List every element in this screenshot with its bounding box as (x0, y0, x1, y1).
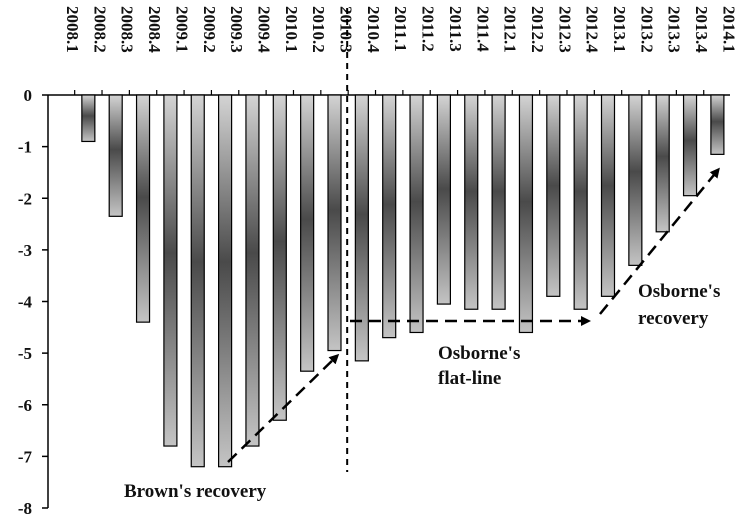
osbornes-recovery-arrow (599, 167, 720, 315)
category-label-2010.2: 2010.2 (309, 6, 328, 53)
bar-2010.1 (272, 94, 287, 421)
bar-2010.4 (354, 94, 369, 362)
osbornes-flat-line-label-line2: flat-line (438, 368, 501, 389)
bar-2010.3 (327, 94, 342, 352)
bar-2012.3 (546, 94, 561, 297)
bar-2011.4 (464, 94, 479, 310)
category-label-2009.2: 2009.2 (200, 6, 219, 53)
category-label-2013.2: 2013.2 (637, 6, 656, 53)
category-label-2011.3: 2011.3 (446, 6, 465, 52)
osbornes-recovery-label-line1: Osborne's (638, 281, 720, 302)
bar-2008.3 (108, 94, 123, 217)
category-label-2013.3: 2013.3 (665, 6, 684, 53)
category-label-2008.2: 2008.2 (90, 6, 109, 53)
category-labels: 2008.1 2008.2 2008.3 2008.4 2009.1 2009.2 2009… (63, 6, 738, 53)
osbornes-flat-line-label-line1: Osborne's (438, 343, 520, 364)
category-label-2010.1: 2010.1 (282, 6, 301, 53)
y-tick-label: 0 (24, 86, 33, 105)
y-tick-label: -2 (18, 189, 32, 208)
bars-layer (81, 94, 725, 468)
category-label-2012.1: 2012.1 (501, 6, 520, 53)
bar-2009.3 (218, 94, 233, 468)
bar-2011.1 (382, 94, 397, 339)
y-tick-label: -5 (18, 344, 32, 363)
category-label-2013.1: 2013.1 (610, 6, 629, 53)
axis-layer: 0 -1 -2 -3 -4 -5 -6 -7 -8 (18, 86, 730, 518)
browns-recovery-arrow (227, 353, 340, 463)
bar-2011.3 (436, 94, 451, 305)
bar-2009.4 (245, 94, 260, 447)
y-tick-label: -3 (18, 241, 32, 260)
y-tick-label: -7 (18, 447, 33, 466)
osbornes-recovery-label-line2: recovery (638, 308, 709, 329)
bar-2014.1 (710, 94, 725, 155)
browns-recovery-label: Brown's recovery (124, 481, 267, 502)
y-tick-label: -1 (18, 138, 32, 157)
y-tick-label: -4 (18, 293, 33, 312)
bar-2010.2 (300, 94, 315, 372)
category-label-2010.4: 2010.4 (364, 6, 383, 53)
category-label-2008.4: 2008.4 (145, 6, 164, 53)
category-label-2014.1: 2014.1 (719, 6, 738, 53)
bar-2013.1 (600, 94, 616, 297)
y-tick-label: -8 (18, 499, 32, 518)
category-label-2009.1: 2009.1 (172, 6, 191, 53)
bar-2009.2 (190, 94, 205, 468)
category-label-2011.1: 2011.1 (391, 6, 410, 52)
bar-2011.2 (409, 94, 424, 334)
bar-2012.2 (518, 94, 534, 334)
category-label-2012.3: 2012.3 (555, 6, 574, 53)
bar-2009.1 (163, 94, 178, 447)
bar-2013.4 (682, 94, 698, 197)
bar-2013.3 (655, 94, 670, 233)
category-label-2008.3: 2008.3 (118, 6, 137, 53)
y-tick-label: -6 (18, 396, 32, 415)
bar-2008.4 (135, 94, 151, 323)
category-label-2010.3: 2010.3 (337, 6, 356, 53)
category-label-2011.4: 2011.4 (473, 6, 492, 52)
category-label-2009.3: 2009.3 (227, 6, 246, 53)
category-label-2009.4: 2009.4 (254, 6, 273, 53)
category-label-2012.2: 2012.2 (528, 6, 547, 53)
bar-2013.2 (628, 94, 643, 266)
category-label-2012.4: 2012.4 (583, 6, 602, 53)
category-label-2008.1: 2008.1 (63, 6, 82, 53)
bar-2012.1 (491, 94, 506, 310)
category-label-2013.4: 2013.4 (692, 6, 711, 53)
bar-2012.4 (573, 94, 588, 310)
category-label-2011.2: 2011.2 (419, 6, 438, 52)
bar-2008.2 (81, 94, 96, 143)
